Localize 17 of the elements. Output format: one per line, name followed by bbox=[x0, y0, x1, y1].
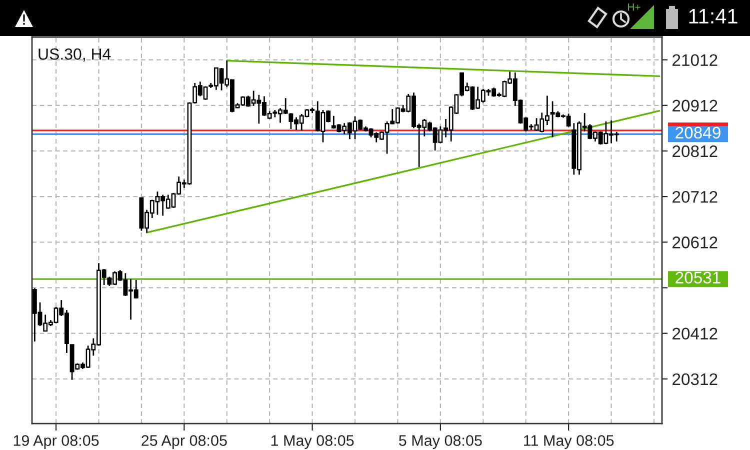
x-tick-label: 1 May 08:05 bbox=[271, 435, 354, 449]
text: US.30, H4 bbox=[38, 48, 111, 62]
y-tick-label: 20812 bbox=[672, 145, 718, 158]
ref-line-label: 20531 bbox=[676, 272, 720, 284]
y-tick-label: 21012 bbox=[672, 54, 718, 66]
y-tick-label: 20612 bbox=[672, 236, 718, 248]
y-tick-label: 20412 bbox=[672, 328, 718, 340]
x-tick-label: 19 Apr 08:05 bbox=[14, 435, 99, 449]
x-tick-label: 11 May 08:05 bbox=[524, 435, 614, 449]
text: 11:41 bbox=[689, 9, 738, 24]
ref-line-label: 20849 bbox=[676, 126, 720, 139]
y-tick-label: 20712 bbox=[672, 190, 718, 203]
y-tick-label: 20312 bbox=[672, 373, 718, 386]
text: H+ bbox=[628, 4, 640, 11]
x-tick-label: 25 Apr 08:05 bbox=[142, 435, 227, 449]
y-tick-label: 20912 bbox=[672, 100, 718, 112]
x-tick-label: 5 May 08:05 bbox=[399, 435, 482, 449]
